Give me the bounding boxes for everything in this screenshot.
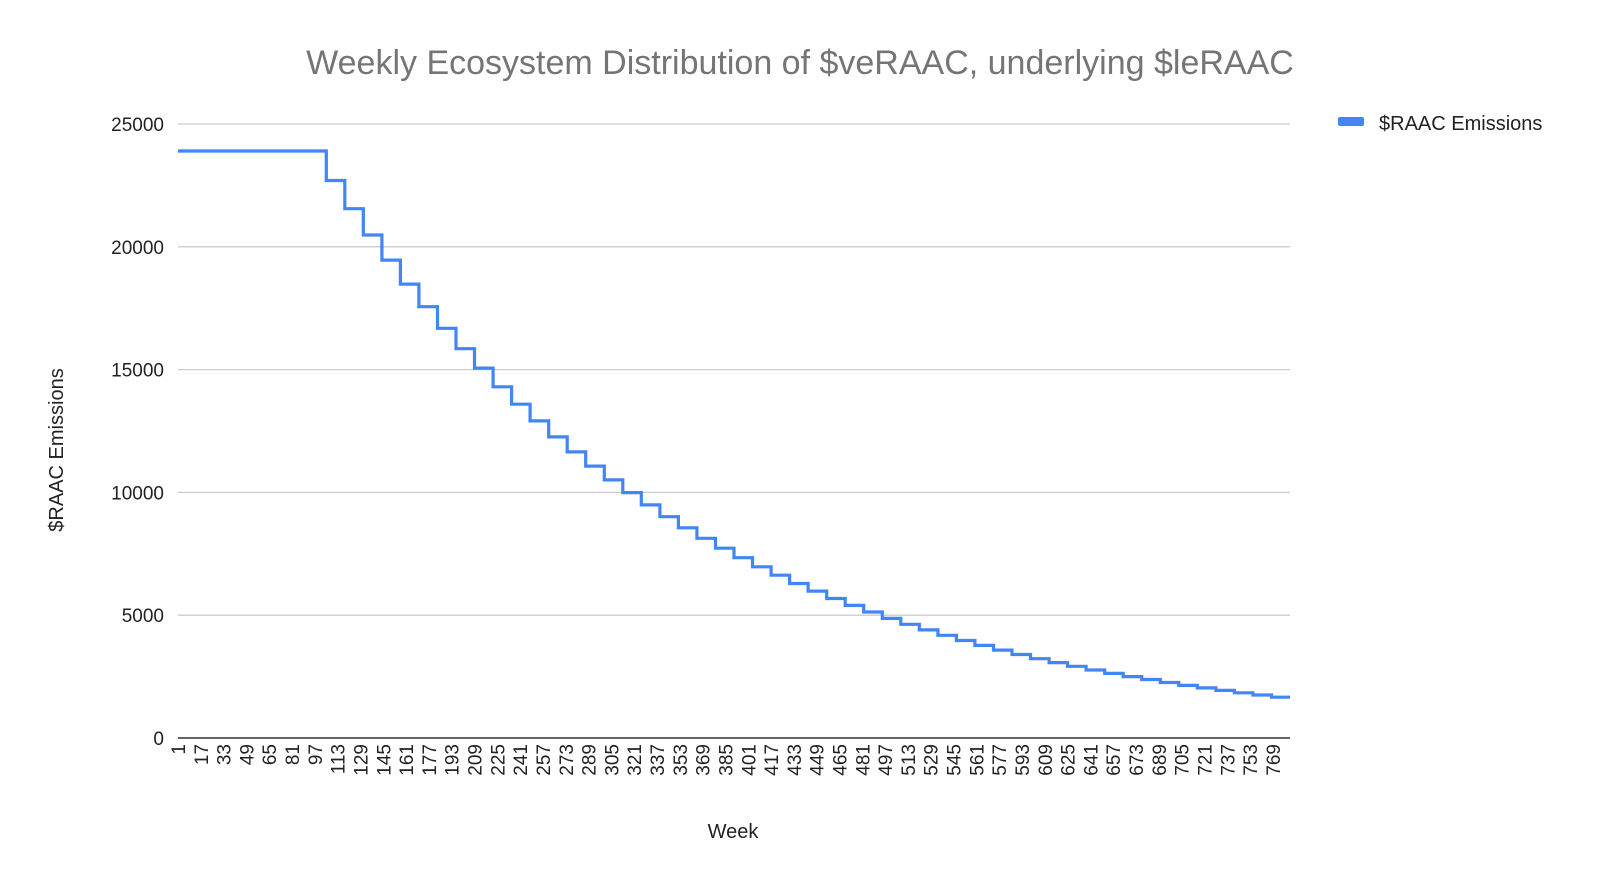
x-tick-label: 657: [1104, 744, 1125, 776]
x-tick-label: 1: [169, 744, 190, 755]
x-tick-label: 545: [945, 744, 966, 776]
x-tick-label: 65: [260, 744, 281, 765]
chart-title: Weekly Ecosystem Distribution of $veRAAC…: [306, 44, 1294, 82]
series-line-raac-emissions: [178, 149, 1290, 699]
x-tick-label: 49: [237, 744, 258, 765]
x-tick-label: 769: [1264, 744, 1285, 776]
x-tick-label: 17: [192, 744, 213, 765]
x-tick-label: 449: [808, 744, 829, 776]
x-tick-label: 689: [1150, 744, 1171, 776]
y-axis-ticks: 25000 20000 15000 10000 5000 0: [111, 115, 164, 750]
x-tick-label: 625: [1059, 744, 1080, 776]
legend-label: $RAAC Emissions: [1379, 113, 1542, 135]
x-tick-label: 257: [534, 744, 555, 776]
x-tick-label: 705: [1173, 744, 1194, 776]
x-tick-label: 465: [830, 744, 851, 776]
x-tick-label: 577: [990, 744, 1011, 776]
x-tick-label: 97: [306, 744, 327, 765]
gridlines: [178, 123, 1290, 616]
x-tick-label: 161: [397, 744, 418, 776]
x-tick-label: 401: [739, 744, 760, 776]
x-tick-label: 417: [762, 744, 783, 776]
y-tick-label: 20000: [111, 238, 164, 259]
x-tick-label: 113: [329, 744, 350, 774]
x-tick-label: 209: [466, 744, 487, 776]
legend: $RAAC Emissions: [1338, 113, 1542, 135]
x-tick-label: 225: [488, 744, 509, 776]
x-tick-label: 433: [785, 744, 806, 776]
y-tick-label: 15000: [111, 361, 164, 382]
x-tick-label: 289: [580, 744, 601, 776]
x-axis-ticks: 1 17 33 49 65 81 97 113 129 145 161 177 193 209 225 241…: [169, 744, 1285, 776]
x-tick-label: 561: [967, 744, 988, 776]
x-tick-label: 721: [1195, 744, 1216, 776]
x-tick-label: 129: [351, 744, 372, 776]
x-tick-label: 33: [215, 744, 236, 765]
y-axis-title: $RAAC Emissions: [46, 368, 68, 531]
x-tick-label: 497: [876, 744, 897, 776]
x-tick-label: 385: [716, 744, 737, 776]
legend-swatch: [1338, 117, 1364, 126]
x-tick-label: 81: [283, 744, 304, 765]
series-layer: [178, 149, 1290, 699]
x-tick-label: 273: [557, 744, 578, 776]
x-tick-label: 673: [1127, 744, 1148, 776]
x-tick-label: 241: [511, 744, 532, 776]
y-tick-label: 10000: [111, 483, 164, 504]
x-tick-label: 369: [694, 744, 715, 776]
y-tick-label: 0: [153, 729, 164, 750]
x-tick-label: 641: [1081, 744, 1102, 776]
x-tick-label: 513: [899, 744, 920, 776]
x-tick-label: 337: [648, 744, 669, 776]
x-axis-title: Week: [708, 821, 760, 843]
x-tick-label: 193: [443, 744, 464, 776]
x-tick-label: 593: [1013, 744, 1034, 776]
y-tick-label: 25000: [111, 115, 164, 136]
x-tick-label: 737: [1218, 744, 1239, 776]
y-tick-label: 5000: [122, 606, 164, 627]
x-tick-label: 481: [853, 744, 874, 776]
x-tick-label: 177: [420, 744, 441, 776]
x-tick-label: 529: [922, 744, 943, 776]
x-tick-label: 145: [374, 744, 395, 776]
x-tick-label: 321: [625, 744, 646, 776]
x-tick-label: 353: [671, 744, 692, 776]
x-tick-label: 753: [1241, 744, 1262, 776]
x-tick-label: 305: [602, 744, 623, 776]
x-tick-label: 609: [1036, 744, 1057, 776]
